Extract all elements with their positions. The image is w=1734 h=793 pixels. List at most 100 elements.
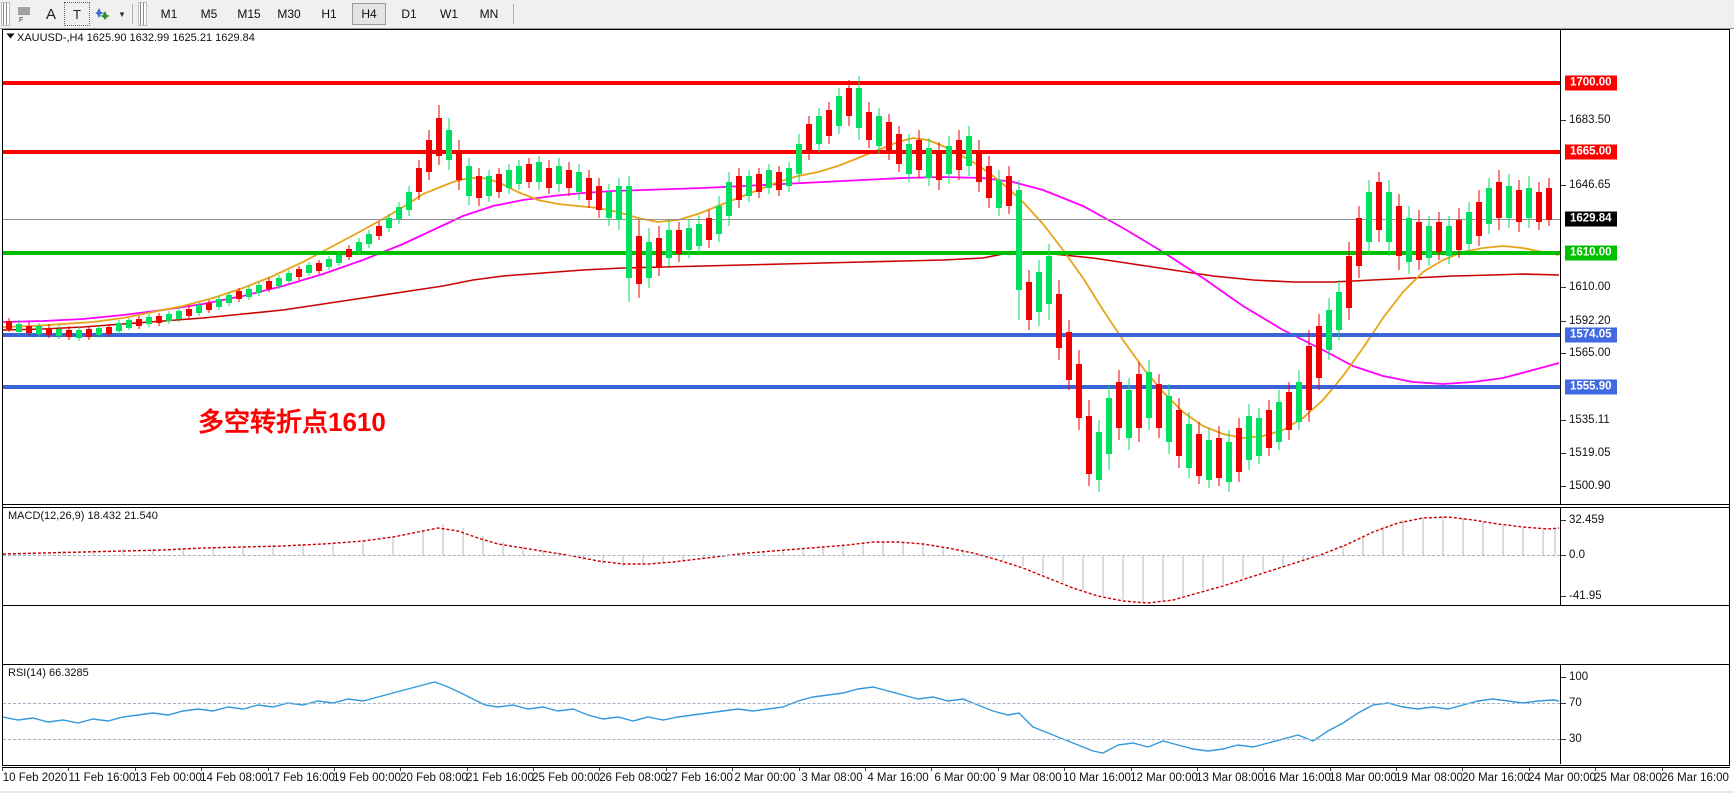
timeframe-w1[interactable]: W1	[440, 7, 458, 21]
horizontal-scroll-strip[interactable]	[0, 791, 1734, 793]
timeframe-m5[interactable]: M5	[200, 7, 218, 21]
level-line-1629[interactable]	[3, 219, 1560, 220]
time-tick-7	[467, 768, 468, 771]
time-tick-5	[334, 768, 335, 771]
time-label-6: 20 Feb 08:00	[400, 772, 468, 784]
time-label-24: 25 Mar 08:00	[1594, 772, 1662, 784]
time-label-19: 16 Mar 16:00	[1263, 772, 1331, 784]
chart-annotation-text[interactable]: 多空转折点1610	[198, 407, 386, 437]
timeframe-h1[interactable]: H1	[321, 7, 337, 21]
time-label-0: 10 Feb 2020	[2, 772, 68, 784]
macd-axis[interactable]: 32.459 0.0 -41.95	[1560, 508, 1729, 605]
price-axis[interactable]: 1683.50 1646.65 1610.00 1592.20 1565.00 …	[1560, 30, 1729, 504]
rsi-tick-70: 70	[1569, 697, 1582, 709]
rsi-header: RSI(14) 66.3285	[8, 667, 89, 679]
text-object-icon[interactable]: T	[64, 2, 90, 26]
time-label-23: 24 Mar 00:00	[1528, 772, 1596, 784]
time-label-11: 2 Mar 00:00	[734, 772, 796, 784]
rsi-overbought-line	[3, 703, 1560, 704]
macd-plot-area[interactable]	[3, 508, 1560, 605]
price-tag-current[interactable]: 1629.84	[1565, 211, 1617, 227]
level-line-1565[interactable]	[3, 333, 1560, 337]
time-label-9: 26 Feb 08:00	[599, 772, 667, 784]
crosshair-icon[interactable]: F	[12, 2, 38, 26]
time-tick-8	[533, 768, 534, 771]
rsi-tick-mark	[1561, 703, 1566, 704]
time-tick-11	[732, 768, 733, 771]
time-label-4: 17 Feb 16:00	[267, 772, 335, 784]
time-tick-23	[1529, 768, 1530, 771]
rsi-tick-30: 30	[1569, 733, 1582, 745]
time-label-10: 27 Feb 16:00	[665, 772, 733, 784]
price-tag-1665[interactable]: 1665.00	[1565, 144, 1617, 160]
rsi-pane[interactable]: RSI(14) 66.3285 100 70 30	[3, 664, 1729, 764]
collapse-triangle-icon[interactable]	[6, 33, 15, 39]
price-tick-mark	[1561, 185, 1566, 186]
symbol-header-text: XAUUSD-,H4 1625.90 1632.99 1625.21 1629.…	[17, 32, 255, 44]
rsi-tick-mark	[1561, 739, 1566, 740]
rsi-plot-area[interactable]	[3, 665, 1560, 764]
templates-dropdown-arrow-icon[interactable]: ▼	[118, 9, 126, 19]
time-tick-1	[68, 768, 69, 771]
time-tick-13	[865, 768, 866, 771]
time-label-21: 19 Mar 08:00	[1395, 772, 1463, 784]
time-label-3: 14 Feb 08:00	[200, 772, 268, 784]
rsi-tick-100: 100	[1569, 671, 1589, 683]
toolbar-grip-2[interactable]	[138, 2, 147, 26]
chart-frame: XAUUSD-,H4 1625.90 1632.99 1625.21 1629.…	[2, 29, 1730, 766]
time-axis[interactable]: 10 Feb 2020 11 Feb 16:00 13 Feb 00:00 14 Fe…	[2, 767, 1730, 791]
time-tick-19	[1263, 768, 1264, 771]
rsi-tick-mark	[1561, 677, 1566, 678]
macd-tick-mark	[1561, 555, 1566, 556]
price-pane[interactable]: XAUUSD-,H4 1625.90 1632.99 1625.21 1629.…	[3, 30, 1729, 505]
templates-icon[interactable]	[90, 2, 116, 26]
price-tick-1683: 1683.50	[1569, 114, 1611, 126]
price-tick-mark	[1561, 453, 1566, 454]
time-label-16: 10 Mar 16:00	[1063, 772, 1131, 784]
text-label-icon[interactable]: A	[38, 2, 64, 26]
time-tick-15	[998, 768, 999, 771]
time-tick-24	[1595, 768, 1596, 771]
toolbar-grip-1[interactable]	[1, 2, 10, 26]
timeframe-mn[interactable]: MN	[479, 7, 499, 21]
price-tick-mark	[1561, 120, 1566, 121]
timeframe-h4[interactable]: H4	[352, 3, 386, 25]
price-plot-area[interactable]: 多空转折点1610	[3, 30, 1560, 504]
timeframe-d1[interactable]: D1	[401, 7, 417, 21]
price-series-svg	[3, 137, 1560, 439]
time-tick-10	[666, 768, 667, 771]
price-tick-1574: 1592.20	[1569, 315, 1611, 327]
macd-pane[interactable]: MACD(12,26,9) 18.432 21.540	[3, 507, 1729, 606]
candlestick-svg	[6, 76, 1552, 492]
level-line-1700[interactable]	[3, 81, 1560, 85]
timeframe-m15[interactable]: M15	[237, 7, 261, 21]
price-tag-1535[interactable]: 1555.90	[1565, 379, 1617, 395]
rsi-axis[interactable]: 100 70 30	[1560, 665, 1729, 764]
price-tick-1592: 1610.00	[1569, 281, 1611, 293]
main-toolbar: F A T ▼ M1 M5 M15 M30 H1 H4 D1 W1 MN	[0, 0, 1734, 29]
level-line-1610[interactable]	[3, 251, 1560, 255]
text-label-glyph: A	[45, 5, 56, 23]
time-label-25: 26 Mar 16:00	[1661, 772, 1729, 784]
macd-tick-min: -41.95	[1569, 590, 1602, 602]
level-line-1665[interactable]	[3, 150, 1560, 154]
price-tick-mark	[1561, 486, 1566, 487]
timeframe-m1[interactable]: M1	[160, 7, 178, 21]
level-line-1535[interactable]	[3, 385, 1560, 389]
price-tag-1565[interactable]: 1574.05	[1565, 327, 1617, 343]
time-tick-18	[1197, 768, 1198, 771]
time-tick-4	[268, 768, 269, 771]
timeframe-m30[interactable]: M30	[277, 7, 301, 21]
toolbar-separator-2	[513, 4, 514, 24]
toolbar-separator-1	[132, 4, 133, 24]
time-label-14: 6 Mar 00:00	[934, 772, 996, 784]
price-tag-1700[interactable]: 1700.00	[1565, 75, 1617, 91]
rsi-oversold-line	[3, 739, 1560, 740]
symbol-header: XAUUSD-,H4 1625.90 1632.99 1625.21 1629.…	[6, 32, 255, 44]
text-object-glyph: T	[73, 6, 81, 22]
price-tag-1610-level[interactable]: 1610.00	[1565, 245, 1617, 261]
time-tick-12	[799, 768, 800, 771]
macd-header: MACD(12,26,9) 18.432 21.540	[8, 510, 158, 522]
time-tick-2	[135, 768, 136, 771]
